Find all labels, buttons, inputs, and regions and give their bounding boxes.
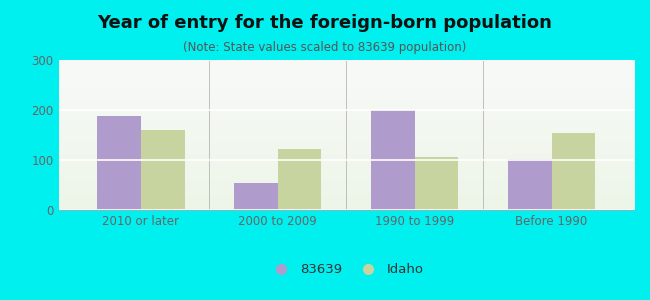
Text: (Note: State values scaled to 83639 population): (Note: State values scaled to 83639 popu… xyxy=(183,40,467,53)
Bar xyxy=(97,116,140,210)
Bar xyxy=(370,110,415,210)
Bar xyxy=(415,157,458,210)
Bar xyxy=(234,182,278,210)
Bar xyxy=(140,130,185,210)
Bar xyxy=(508,159,552,210)
Text: Year of entry for the foreign-born population: Year of entry for the foreign-born popul… xyxy=(98,14,552,32)
Legend: 83639, Idaho: 83639, Idaho xyxy=(263,258,429,281)
Bar xyxy=(278,149,322,210)
Bar xyxy=(552,133,595,210)
